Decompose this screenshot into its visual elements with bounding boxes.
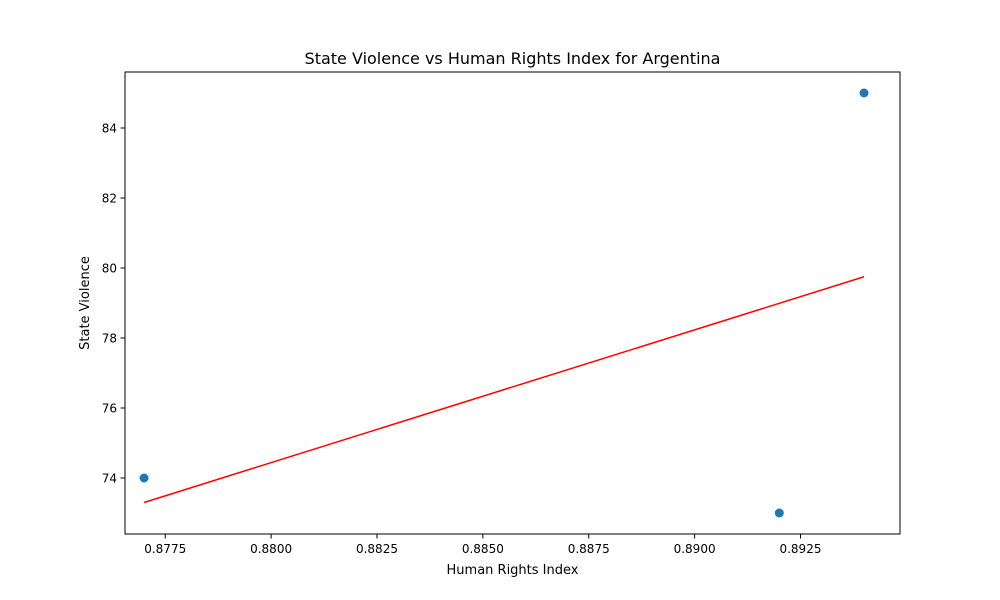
x-axis-ticks: 0.8775 0.8800 0.8825 0.8850 0.8875 0.8900 0.89… (144, 534, 821, 556)
x-tick-label: 0.8925 (779, 542, 821, 556)
y-tick-label: 74 (102, 472, 117, 486)
trend-line (143, 276, 865, 504)
x-tick-label: 0.8850 (462, 542, 504, 556)
y-tick-label: 84 (102, 122, 117, 136)
x-axis-label: Human Rights Index (447, 563, 579, 578)
y-axis-ticks: 74 76 78 80 82 84 (102, 122, 125, 486)
y-tick-label: 82 (102, 192, 117, 206)
chart-title: State Violence vs Human Rights Index for… (305, 49, 721, 68)
x-tick-label: 0.8900 (674, 542, 716, 556)
y-axis-label: State Violence (78, 256, 93, 350)
x-tick-label: 0.8825 (356, 542, 398, 556)
x-tick-label: 0.8800 (250, 542, 292, 556)
x-tick-label: 0.8875 (568, 542, 610, 556)
plot-frame (124, 71, 901, 535)
data-point-2 (774, 508, 784, 518)
data-point-1 (139, 473, 149, 483)
y-tick-label: 76 (102, 402, 117, 416)
data-point-3 (859, 88, 869, 98)
y-tick-label: 80 (102, 262, 117, 276)
plot-area (124, 71, 901, 535)
y-tick-label: 78 (102, 332, 117, 346)
x-tick-label: 0.8775 (144, 542, 186, 556)
